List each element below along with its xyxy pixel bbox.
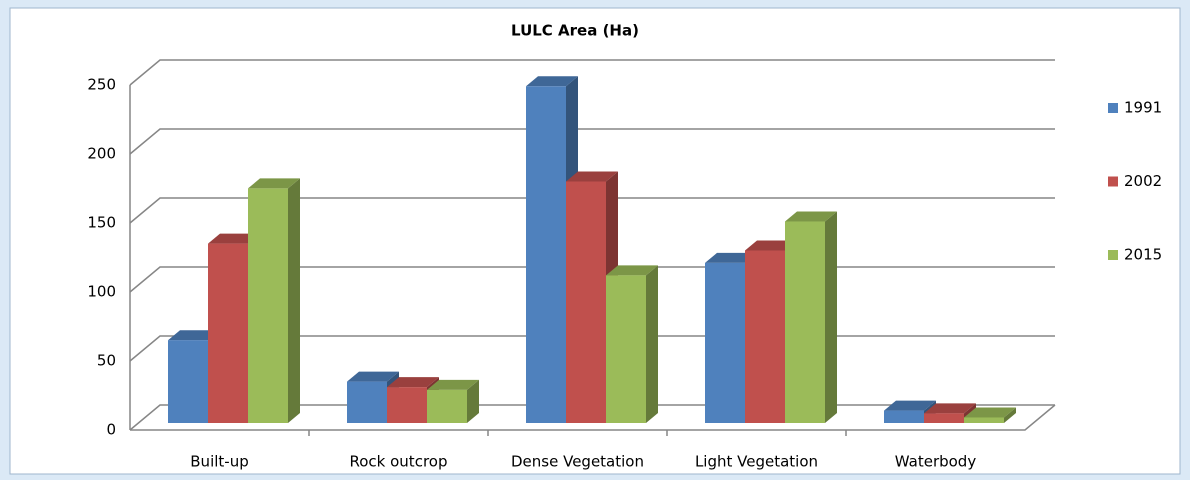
bar-side <box>646 265 658 423</box>
bar-top <box>884 400 936 411</box>
bar-top <box>347 371 399 382</box>
y-tick-label: 150 <box>87 214 116 232</box>
bars <box>168 76 1016 423</box>
bar-top <box>168 330 220 341</box>
bar-top <box>387 377 439 388</box>
floor-edge <box>130 404 1056 431</box>
legend-label: 2015 <box>1124 246 1162 264</box>
bar-side <box>825 211 837 423</box>
bar-top <box>566 171 618 182</box>
x-tick-label: Rock outcrop <box>350 453 448 471</box>
bar-top <box>606 265 658 276</box>
grid-line <box>129 59 1055 86</box>
bar-top <box>248 178 300 189</box>
legend-label: 1991 <box>1124 99 1162 117</box>
bar-side <box>1004 407 1016 423</box>
bar <box>427 389 467 423</box>
legend-swatch <box>1108 103 1118 113</box>
y-tick-label: 50 <box>97 352 116 370</box>
x-tick-label: Light Vegetation <box>695 453 818 471</box>
legend-swatch <box>1108 250 1118 260</box>
bar-top <box>964 407 1016 418</box>
x-tick-label: Dense Vegetation <box>511 453 644 471</box>
y-tick-label: 200 <box>87 145 116 163</box>
grid-line <box>129 197 1055 224</box>
bar-side <box>467 379 479 423</box>
bar <box>606 275 646 423</box>
y-tick-label: 100 <box>87 283 116 301</box>
bar <box>705 262 745 423</box>
bar <box>964 417 1004 423</box>
bar-top <box>526 76 578 87</box>
legend-swatch <box>1108 176 1118 187</box>
bar-side <box>288 178 300 423</box>
bar <box>347 381 387 423</box>
bar-top <box>785 211 837 222</box>
grid-line <box>129 128 1055 155</box>
bar-top <box>745 240 797 251</box>
bar-top <box>705 252 757 263</box>
x-tick-label: Waterbody <box>895 453 977 471</box>
y-tick-label: 0 <box>106 421 116 439</box>
bar <box>745 250 785 423</box>
bar-top <box>208 233 260 244</box>
chart-title: LULC Area (Ha) <box>511 22 639 40</box>
bar <box>387 387 427 423</box>
labels: 0 50 100 150 200 250 Built-up Rock outcrop Dense… <box>87 76 1162 471</box>
bar <box>924 413 964 423</box>
bar <box>884 410 924 423</box>
bar <box>785 221 825 423</box>
bar <box>248 188 288 423</box>
bar <box>208 243 248 423</box>
y-tick-label: 250 <box>87 76 116 94</box>
bar-top <box>427 379 479 390</box>
bar-top <box>924 403 976 414</box>
bar <box>526 86 566 423</box>
bar <box>168 340 208 423</box>
bar <box>566 181 606 423</box>
legend-label: 2002 <box>1124 172 1162 190</box>
x-tick-label: Built-up <box>190 453 248 471</box>
